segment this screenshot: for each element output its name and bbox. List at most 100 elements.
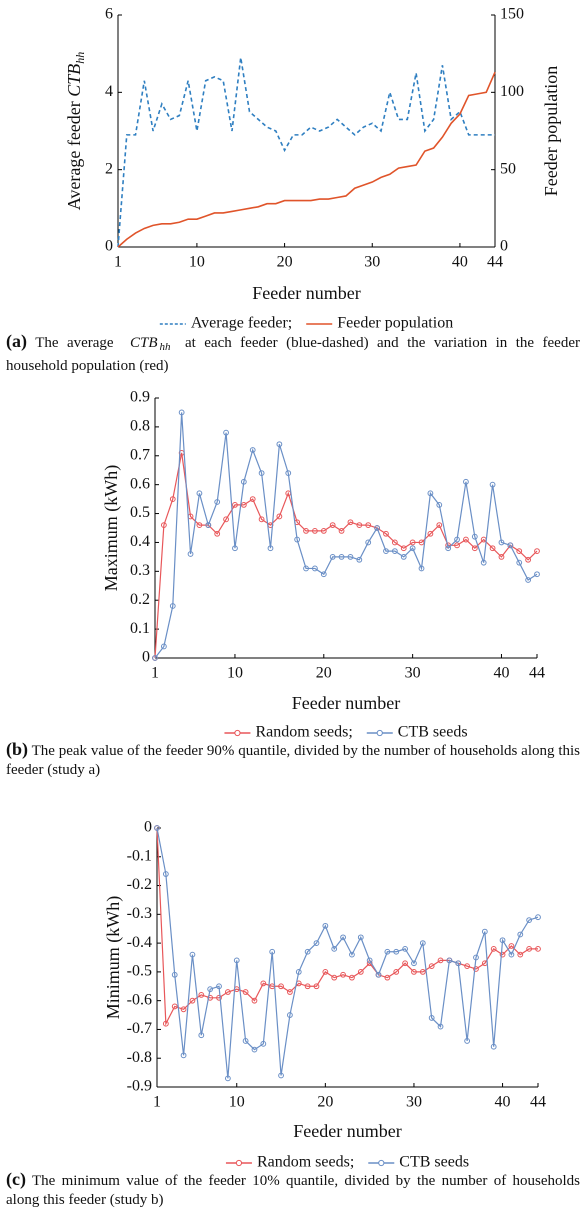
data-point (242, 1038, 249, 1044)
data-point (418, 539, 425, 546)
data-point (154, 825, 160, 831)
data-point (402, 945, 408, 952)
data-point (207, 994, 214, 1001)
data-point (338, 553, 345, 560)
x-tick-label: 10 (189, 254, 205, 271)
data-point (427, 490, 434, 497)
data-point (411, 968, 417, 975)
data-point (322, 922, 329, 929)
data-point (525, 577, 532, 583)
data-point (454, 536, 460, 543)
caption-label: (a) (6, 331, 27, 351)
data-point (258, 470, 265, 477)
legend: Random seeds; CTB seeds (224, 724, 468, 741)
data-point (471, 545, 478, 552)
y-axis-label-text: Average feeder (64, 97, 84, 211)
x-tick-label: 40 (495, 1094, 511, 1111)
data-point (178, 409, 185, 416)
caption-text: The minimum value of the feeder 10% quan… (6, 1173, 580, 1208)
data-point (249, 496, 256, 503)
data-point (366, 957, 373, 964)
data-point (171, 971, 178, 978)
x-tick-label: 44 (487, 254, 503, 271)
x-tick-label: 30 (406, 1094, 422, 1111)
data-point (276, 441, 283, 448)
data-point (349, 951, 355, 958)
data-point (267, 545, 274, 552)
x-axis-label: Feeder number (293, 1121, 401, 1141)
y-tick-label: -0.9 (127, 1078, 152, 1095)
data-point (375, 971, 382, 978)
x-tick-label: 1 (151, 665, 159, 682)
data-point (357, 934, 364, 941)
data-point (436, 501, 443, 508)
data-point (180, 1052, 187, 1059)
data-point (383, 530, 389, 537)
data-point (383, 548, 389, 555)
caption: (c) The minimum value of the feeder 10% … (6, 1170, 580, 1210)
y-tick-label: 0.4 (130, 533, 150, 550)
data-point (216, 983, 222, 990)
data-point (198, 992, 205, 998)
data-point (196, 490, 203, 497)
data-point (402, 960, 408, 967)
legend-marker (234, 729, 241, 737)
data-point (196, 522, 203, 529)
data-point (516, 559, 523, 566)
data-point (455, 960, 462, 967)
data-point (473, 954, 479, 961)
data-point (287, 989, 293, 995)
data-point (320, 527, 327, 534)
data-point (446, 957, 453, 964)
caption-text: hh (159, 341, 171, 353)
x-tick-label: 20 (316, 665, 332, 682)
y-tick-label: 2 (105, 160, 113, 177)
data-point (198, 1032, 205, 1039)
data-point (223, 516, 229, 523)
data-point (322, 968, 329, 975)
data-point (240, 478, 247, 485)
data-point (313, 940, 320, 947)
data-point (162, 1020, 169, 1027)
data-point (276, 513, 283, 520)
data-point (160, 522, 167, 529)
series-line (154, 412, 538, 659)
data-point (189, 997, 196, 1004)
data-point (490, 1043, 497, 1050)
data-point (418, 565, 425, 572)
data-point (312, 565, 318, 572)
data-point (162, 871, 169, 877)
legend: Random seeds; CTB seeds (225, 1154, 469, 1171)
x-tick-label: 44 (530, 1094, 546, 1111)
y-tick-label: -0.8 (127, 1049, 152, 1066)
data-point (490, 945, 497, 952)
x-tick-label: 1 (114, 254, 122, 271)
data-point (214, 499, 221, 505)
y-tick-label: 0.1 (130, 620, 150, 637)
data-point (269, 948, 276, 955)
y2-tick-label: 0 (500, 238, 508, 255)
legend-label: CTB seeds (398, 724, 468, 741)
data-point (260, 980, 267, 987)
y-axis-label: Minimum (kWh) (103, 896, 124, 1020)
data-point (411, 960, 417, 967)
data-point (207, 986, 214, 993)
caption-label: (b) (6, 739, 28, 759)
data-point (189, 951, 196, 958)
data-point (489, 545, 496, 552)
x-tick-label: 20 (317, 1094, 333, 1111)
data-point (349, 974, 355, 981)
data-point (445, 545, 452, 552)
y-axis-label: Maximum (kWh) (101, 465, 122, 591)
data-point (391, 548, 398, 555)
y-tick-label: 0.9 (130, 389, 150, 406)
legend-marker (378, 1159, 385, 1167)
data-point (312, 527, 318, 534)
data-point (303, 565, 309, 572)
data-point (535, 914, 541, 921)
data-point (313, 983, 320, 990)
data-point (251, 1046, 258, 1053)
data-point (534, 571, 540, 578)
data-point (169, 603, 176, 609)
data-point (260, 1040, 267, 1047)
